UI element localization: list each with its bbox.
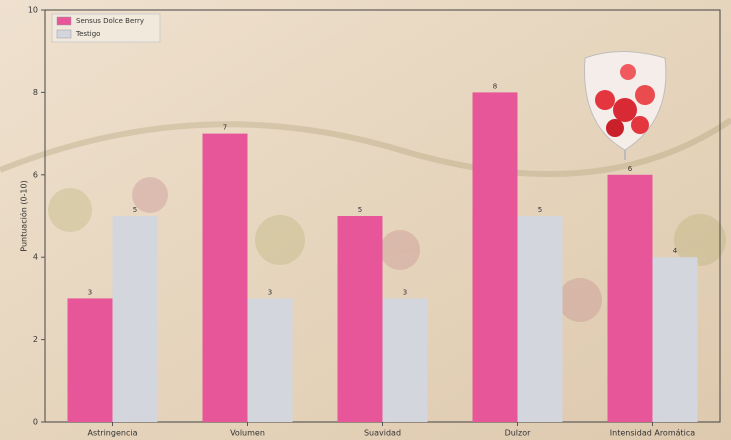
data-label: 5 [133, 206, 137, 214]
data-label: 4 [673, 247, 678, 255]
y-tick-label: 2 [33, 335, 38, 344]
bar [202, 133, 248, 422]
x-tick-label: Suavidad [364, 429, 401, 438]
y-axis-label: Puntuación (0-10) [19, 180, 29, 251]
y-tick-label: 4 [33, 253, 38, 262]
vineyard-decoration [0, 117, 731, 322]
bar [112, 216, 158, 422]
y-tick-label: 10 [28, 6, 38, 15]
data-label: 7 [223, 124, 227, 132]
bar [382, 298, 428, 422]
bar [337, 216, 383, 422]
legend-swatch [56, 16, 72, 26]
bar [247, 298, 293, 422]
data-label: 5 [538, 206, 542, 214]
legend-label: Sensus Dolce Berry [76, 17, 144, 25]
data-label: 5 [358, 206, 362, 214]
y-tick-label: 0 [33, 418, 38, 427]
bar [607, 174, 653, 422]
bar [67, 298, 113, 422]
data-label: 3 [88, 288, 92, 296]
y-tick-label: 8 [33, 88, 38, 97]
y-tick-label: 6 [33, 170, 38, 179]
data-label: 6 [628, 165, 633, 173]
bar [517, 216, 563, 422]
bar [472, 92, 518, 423]
x-tick-label: Astringencia [88, 429, 138, 438]
data-label: 3 [268, 288, 272, 296]
x-tick-label: Intensidad Aromática [610, 429, 695, 438]
legend-swatch [56, 29, 72, 39]
bar [652, 257, 698, 422]
x-tick-label: Volumen [230, 429, 265, 438]
legend-label: Testigo [75, 30, 100, 38]
data-label: 8 [493, 82, 497, 90]
x-tick-label: Dulzor [505, 429, 532, 438]
data-label: 3 [403, 288, 407, 296]
wine-glass [584, 51, 667, 160]
